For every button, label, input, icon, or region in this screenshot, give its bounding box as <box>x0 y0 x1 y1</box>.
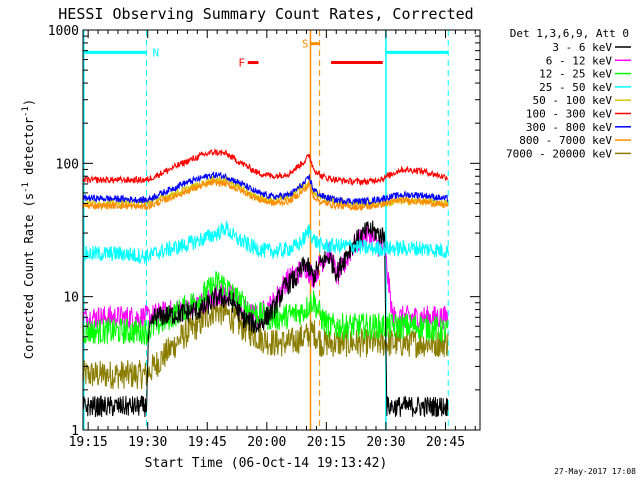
y-axis-label-sup2: -1 <box>21 106 31 117</box>
y-axis-label-suffix: ) <box>22 99 36 106</box>
series-line <box>83 178 449 212</box>
y-tick-label: 1000 <box>48 24 79 39</box>
x-tick-label: 20:15 <box>307 435 346 450</box>
series-line <box>83 171 449 206</box>
x-tick-label: 19:15 <box>69 435 108 450</box>
legend-header: Det 1,3,6,9, Att 0 <box>510 27 629 40</box>
series-line <box>83 148 449 187</box>
legend-label: 300 - 800 keV <box>526 121 612 134</box>
y-tick-label: 10 <box>63 291 79 306</box>
night-label: N <box>152 46 159 59</box>
x-tick-label: 20:45 <box>426 435 465 450</box>
chart-title: HESSI Observing Summary Count Rates, Cor… <box>58 5 473 23</box>
x-tick-label: 19:45 <box>188 435 227 450</box>
y-axis-label-mid: detector <box>22 117 36 182</box>
x-axis-label: Start Time (06-Oct-14 19:13:42) <box>145 456 388 471</box>
legend-label: 3 - 6 keV <box>552 41 612 54</box>
legend-label: 12 - 25 keV <box>539 68 612 81</box>
series-layer <box>83 148 449 418</box>
series-line <box>83 220 449 264</box>
plot-frame <box>82 29 481 431</box>
x-tick-label: 19:30 <box>128 435 167 450</box>
legend-label: 100 - 300 keV <box>526 108 612 121</box>
legend-label: 7000 - 20000 keV <box>506 147 612 160</box>
y-axis-label-sup1: -1 <box>21 182 31 193</box>
x-tick-label: 20:00 <box>247 435 286 450</box>
footer-date: 27-May-2017 17:08 <box>554 467 636 476</box>
plot-area <box>83 30 449 430</box>
legend-label: 6 - 12 keV <box>546 54 613 67</box>
y-axis-label: Corrected Count Rate (s-1 detector-1) <box>21 99 36 359</box>
y-tick-label: 1 <box>71 424 79 439</box>
series-line <box>83 220 449 418</box>
legend-label: 25 - 50 keV <box>539 81 612 94</box>
annotation-text-layer: N S F <box>152 38 308 70</box>
series-line <box>83 297 449 390</box>
flare-label: F <box>238 57 245 70</box>
y-axis-label-prefix: Corrected Count Rate (s <box>22 193 36 359</box>
ticks-layer: 1 10 100 1000 19:15 19:30 19:45 20:00 20:15 20:30… <box>48 24 480 450</box>
saa-label: S <box>302 38 309 51</box>
legend-label: 50 - 100 keV <box>533 94 613 107</box>
legend-label: 800 - 7000 keV <box>519 134 612 147</box>
y-tick-label: 100 <box>56 157 79 172</box>
x-tick-label: 20:30 <box>366 435 405 450</box>
